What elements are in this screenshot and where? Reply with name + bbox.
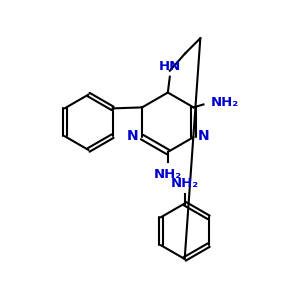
Text: NH₂: NH₂ xyxy=(210,96,238,109)
Text: N: N xyxy=(197,129,209,143)
Text: N: N xyxy=(127,129,138,143)
Text: NH₂: NH₂ xyxy=(171,177,199,190)
Text: HN: HN xyxy=(159,60,181,73)
Text: NH₂: NH₂ xyxy=(154,168,182,181)
